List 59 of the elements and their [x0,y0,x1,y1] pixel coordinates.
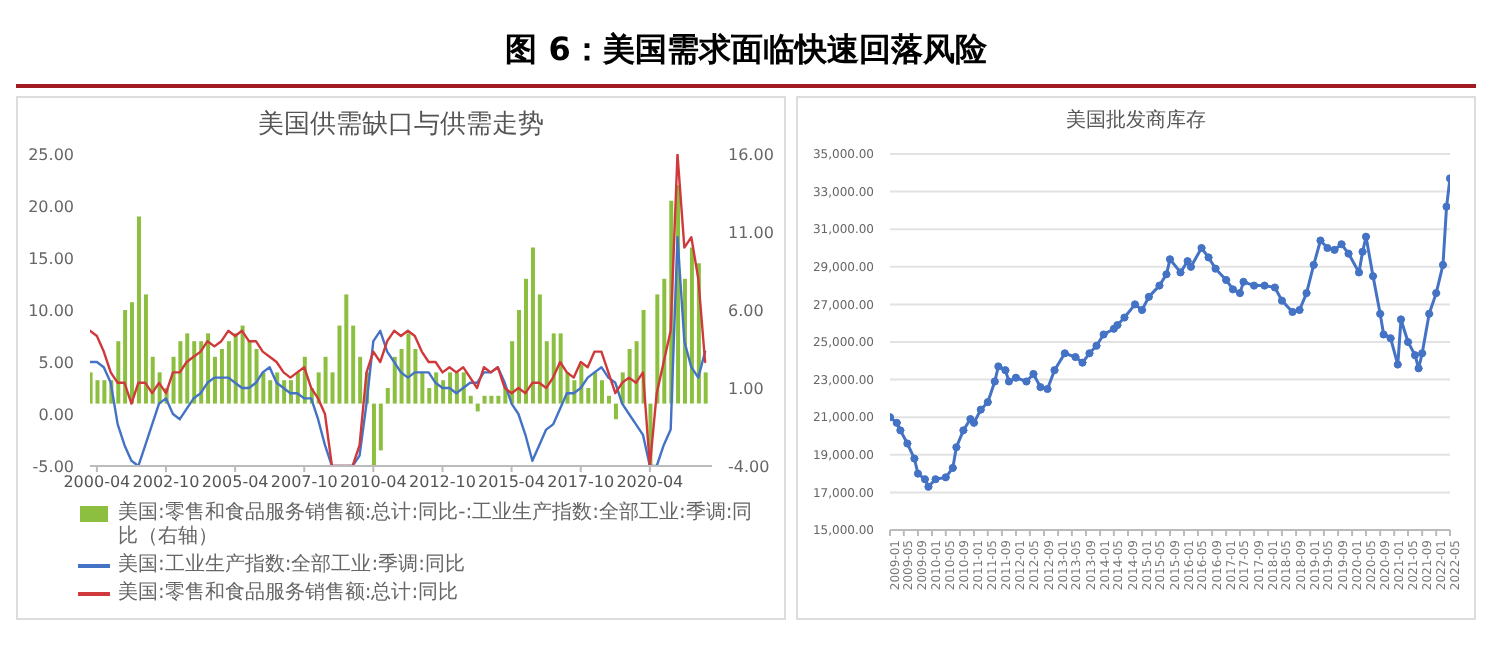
bar [95,380,100,404]
y2-tick-label: 16.00 [728,145,774,164]
bar [288,380,293,404]
bar [600,380,604,404]
chart-title: 美国批发商库存 [1064,107,1208,136]
bar [627,349,632,404]
y-tick-label: 5.00 [38,353,74,372]
legend-label: 美国:工业生产指数:全部工业:季调:同比 [118,554,465,578]
bar [136,216,141,404]
y-tick-label: 20.00 [28,197,74,216]
bar [268,380,273,404]
line-series [90,154,707,466]
x-tick-label: 2005-04 [201,473,269,492]
bar [475,403,480,412]
bar [344,294,349,404]
bar [323,356,328,404]
bar [489,395,494,404]
bar [392,356,397,404]
x-tick-label: 2007-10 [270,473,338,492]
y-tick-label: 15.00 [28,249,74,268]
line-series [90,236,707,466]
text: 图 6：美国需求面临快速回落风险 [16,16,1476,88]
legend-label: 美国:零售和食品服务销售额:总计:同比 [118,582,459,606]
bar [406,333,411,404]
chart-title: 美国供需缺口与供需走势 [256,108,546,142]
bar [482,395,487,404]
x-tick-label: 2010-04 [339,473,407,492]
bar [102,380,107,404]
bar [178,341,183,404]
x-tick-label: 2012-10 [409,473,476,492]
x-tick-label: 2000-04 [63,473,131,492]
x-tick-label: 2020-04 [616,473,684,492]
bar [558,333,563,404]
bar [448,372,453,404]
bar [593,372,598,404]
bar [613,403,618,420]
bar [371,403,376,466]
x-tick-label: 2017-10 [547,473,615,492]
x-tick-label: 2015-04 [478,473,545,492]
bar [185,333,190,404]
y-tick-label: 0.00 [38,405,74,424]
bar [233,333,238,404]
y2-tick-label: 6.00 [728,301,764,320]
bar [226,341,231,404]
legend-label: 美国:零售和食品服务销售额:总计:同比-:工业生产指数:全部工业:季调:同比（右轴） [118,502,755,550]
y2-tick-label: -4.00 [728,457,770,476]
bar [530,247,535,404]
y-tick-label: 10.00 [28,301,74,320]
y-tick-label: -5.00 [32,457,74,476]
bar [551,333,556,404]
bar [496,395,501,404]
bar [219,349,224,404]
bar [123,310,128,404]
y-tick-label: 25.00 [28,145,74,164]
y2-tick-label: 11.00 [728,223,774,242]
y2-tick-label: 1.00 [728,379,764,398]
bar [689,247,694,404]
bar [206,333,211,404]
x-tick-label: 2002-10 [132,473,200,492]
